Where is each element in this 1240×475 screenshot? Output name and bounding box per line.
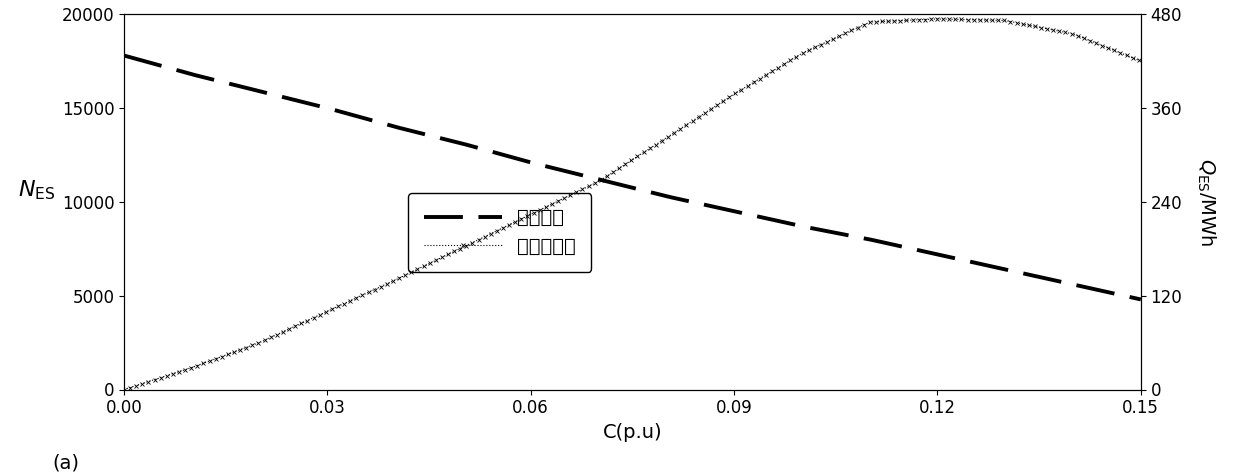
充放电电量 xyxy=(599,173,614,179)
循环次数 xyxy=(599,179,614,184)
充放电电量 xyxy=(722,95,737,100)
充放电电量 xyxy=(117,387,131,392)
循环次数 xyxy=(117,53,131,58)
充放电电量 xyxy=(667,130,682,135)
Legend: 循环次数, 充放电电量: 循环次数, 充放电电量 xyxy=(408,193,591,272)
循环次数 xyxy=(1133,296,1148,302)
Y-axis label: $N_{\mathrm{ES}}$: $N_{\mathrm{ES}}$ xyxy=(17,178,56,202)
Line: 循环次数: 循环次数 xyxy=(124,56,1141,299)
循环次数 xyxy=(950,256,965,262)
Line: 充放电电量: 充放电电量 xyxy=(123,18,1142,391)
充放电电量 xyxy=(930,16,945,22)
Y-axis label: $Q_{\mathrm{ES}}$/MWh: $Q_{\mathrm{ES}}$/MWh xyxy=(1194,158,1216,246)
充放电电量 xyxy=(952,17,967,22)
循环次数 xyxy=(1109,291,1123,297)
循环次数 xyxy=(722,207,737,213)
循环次数 xyxy=(667,195,682,201)
Text: (a): (a) xyxy=(53,453,79,472)
充放电电量 xyxy=(605,169,620,175)
充放电电量 xyxy=(1111,49,1126,55)
充放电电量 xyxy=(1133,58,1148,64)
循环次数 xyxy=(605,180,620,186)
X-axis label: C(p.u): C(p.u) xyxy=(603,423,662,442)
